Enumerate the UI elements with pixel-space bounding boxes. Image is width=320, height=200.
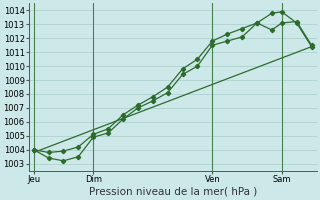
X-axis label: Pression niveau de la mer( hPa ): Pression niveau de la mer( hPa ) <box>89 187 257 197</box>
